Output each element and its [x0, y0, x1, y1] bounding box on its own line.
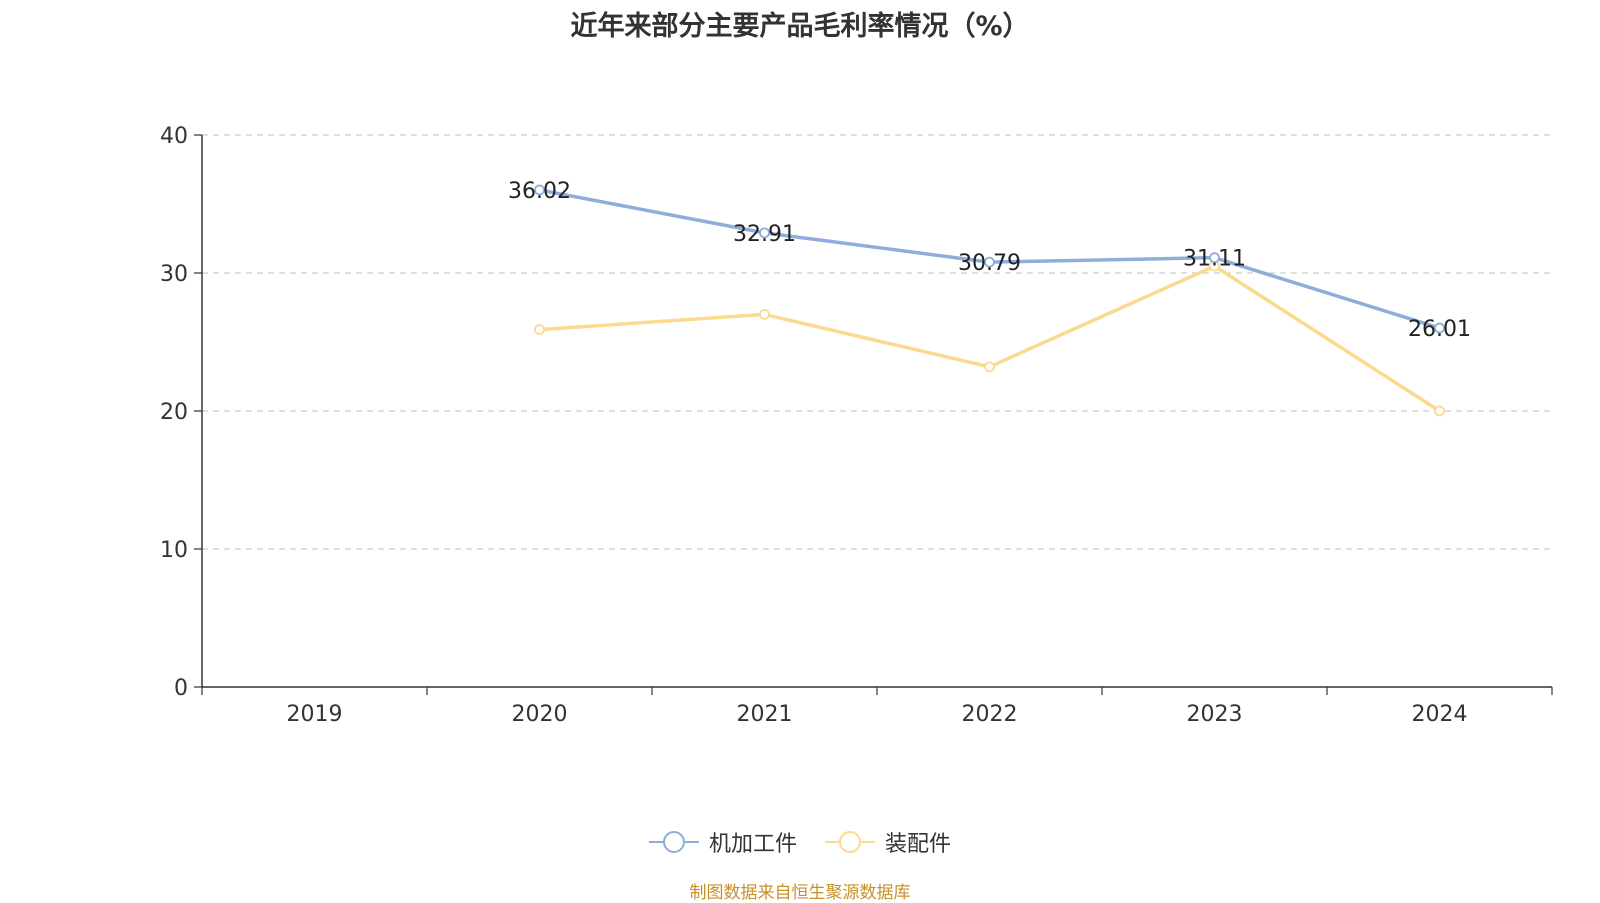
- x-tick-label: 2022: [962, 702, 1018, 727]
- data-point-series-1: [984, 256, 995, 268]
- y-tick-label: 30: [160, 262, 188, 287]
- data-point-series-1: [1434, 322, 1445, 334]
- x-tick-label: 2020: [512, 702, 568, 727]
- x-tick-label: 2019: [287, 702, 343, 727]
- source-note: 制图数据来自恒生聚源数据库: [689, 883, 911, 903]
- data-point-series-2: [759, 308, 770, 320]
- data-label: 32.91: [733, 222, 796, 247]
- legend: 机加工件 装配件: [0, 826, 1600, 858]
- data-point-series-1: [759, 227, 770, 239]
- data-label: 26.01: [1408, 317, 1471, 342]
- chart-title: 近年来部分主要产品毛利率情况（%）: [570, 11, 1030, 42]
- legend-label-series-1: 机加工件: [708, 832, 797, 857]
- data-labels: 36.02 32.91 30.79 31.11 26.01: [508, 179, 1471, 342]
- data-label: 31.11: [1183, 247, 1246, 272]
- y-tick-label: 40: [160, 124, 188, 149]
- x-tick-label: 2021: [737, 702, 793, 727]
- y-tick-label: 10: [160, 538, 188, 563]
- grid-lines: [202, 134, 1552, 550]
- legend-swatch-series-1: [648, 831, 699, 853]
- data-point-series-2: [1434, 405, 1445, 417]
- legend-label-series-2: 装配件: [885, 832, 952, 857]
- data-point-series-1: [1209, 252, 1220, 264]
- axes: 0 10 20 30 40 2019 2020 2021 2022 2023 2024: [160, 124, 1553, 727]
- y-tick-label: 0: [174, 676, 188, 701]
- x-tick-label: 2024: [1412, 702, 1468, 727]
- x-tick-label: 2023: [1187, 702, 1243, 727]
- data-label: 30.79: [958, 251, 1021, 276]
- series-lines: [534, 184, 1445, 417]
- data-point-series-2: [534, 324, 545, 335]
- data-label: 36.02: [508, 179, 571, 204]
- legend-item-series-1[interactable]: 机加工件: [648, 826, 797, 858]
- data-point-series-1: [534, 184, 545, 196]
- legend-swatch-series-2: [825, 831, 875, 853]
- series-line-2: [539, 264, 1441, 413]
- legend-item-series-2[interactable]: 装配件: [825, 826, 951, 858]
- y-tick-label: 20: [160, 400, 188, 425]
- data-point-series-2: [984, 361, 995, 373]
